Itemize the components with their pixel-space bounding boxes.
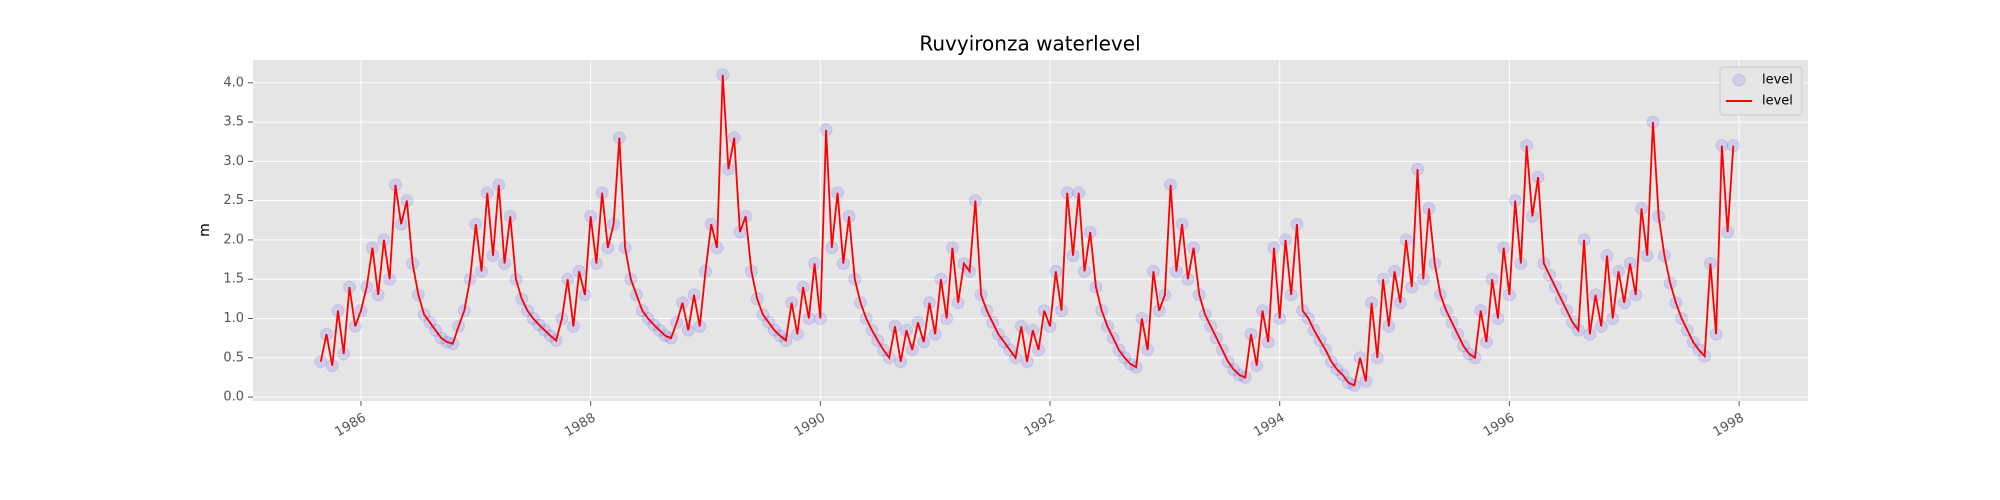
data-point — [314, 355, 328, 369]
line — [319, 74, 1735, 387]
y-tick-label: 2.5 — [223, 193, 244, 208]
y-tick-label: 1.5 — [223, 272, 244, 287]
x-tick-label: 1994 — [1251, 411, 1287, 441]
legend-label: level — [1762, 94, 1793, 109]
y-tick-label: 3.5 — [223, 115, 244, 130]
legend-marker — [1732, 73, 1746, 87]
y-tick-label: 1.0 — [223, 311, 244, 326]
x-tick-label: 1986 — [333, 411, 369, 441]
legend-label: level — [1762, 73, 1793, 88]
x-tick-label: 1988 — [562, 411, 598, 441]
y-tick-label: 4.0 — [223, 75, 244, 90]
x-tick-label: 1992 — [1022, 411, 1058, 441]
y-axis-label: m — [197, 223, 213, 237]
y-tick-label: 3.0 — [223, 154, 244, 169]
legend: level level — [1719, 66, 1803, 116]
plot-background — [253, 60, 1808, 401]
x-tick-label: 1990 — [792, 411, 828, 441]
y-tick-label: 0.0 — [223, 390, 244, 405]
y-tick-label: 2.0 — [223, 232, 244, 247]
y-tick-label: 0.5 — [223, 350, 244, 365]
chart-title: Ruvyironza waterlevel — [919, 32, 1140, 56]
x-tick-label: 1996 — [1481, 411, 1517, 441]
x-tick-label: 1998 — [1711, 411, 1747, 441]
legend-box — [1719, 66, 1803, 116]
